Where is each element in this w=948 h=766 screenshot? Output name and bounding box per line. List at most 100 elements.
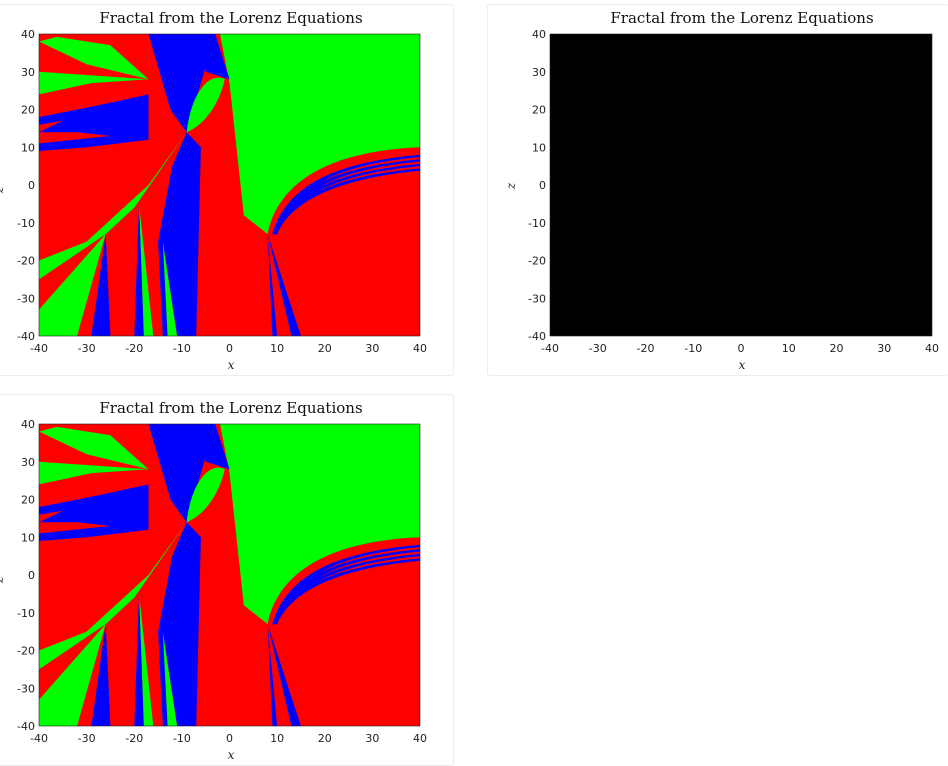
x-tick-label: -40 — [30, 342, 48, 355]
basin-blue-spike — [134, 203, 144, 336]
x-tick-label: -30 — [589, 342, 607, 355]
chart-svg-1: Fractal from the Lorenz Equations -40 -30… — [0, 9, 427, 372]
x-tick-label: 40 — [925, 342, 939, 355]
basin-red-corner — [39, 34, 68, 42]
basin-green-right — [220, 424, 420, 625]
x-tick-label: 10 — [782, 342, 796, 355]
basin-green-diag — [39, 132, 187, 280]
chart-panel-3: Fractal from the Lorenz Equations -40 -30… — [0, 394, 454, 766]
x-axis-label: x — [739, 358, 746, 372]
basin-blue-stripe — [272, 168, 420, 235]
y-tick-label: -20 — [528, 255, 546, 268]
plot-area — [38, 423, 421, 727]
chart-title: Fractal from the Lorenz Equations — [610, 9, 873, 27]
x-tick-label: -20 — [125, 342, 143, 355]
basin-blue-lower — [91, 624, 111, 726]
y-tick-label: 0 — [28, 179, 35, 192]
plot-area — [38, 33, 421, 337]
y-tick-label: -10 — [528, 217, 546, 230]
x-tick-label: -20 — [125, 732, 143, 745]
x-tick-label: -20 — [637, 342, 655, 355]
chart-svg-3: Fractal from the Lorenz Equations -40 -30… — [0, 399, 427, 762]
x-tick-label: 10 — [270, 342, 284, 355]
x-tick-label: 20 — [830, 342, 844, 355]
basin-blue-stripe — [272, 159, 420, 235]
plot-frame — [38, 33, 421, 337]
y-tick-label: 40 — [21, 418, 35, 431]
x-tick-labels: -40 -30 -20 -10 0 10 20 30 40 — [541, 342, 939, 355]
heatmap-fill — [550, 34, 932, 336]
basin-green-spike2 — [162, 241, 178, 336]
basin-green-topleft — [39, 424, 149, 470]
y-tick-label: 10 — [21, 141, 35, 154]
basin-blue-upper — [200, 424, 230, 470]
y-tick-label: -20 — [17, 255, 35, 268]
x-tick-label: 20 — [318, 732, 332, 745]
basin-green-lower — [39, 624, 106, 726]
x-tick-label: 30 — [365, 342, 379, 355]
basin-red-wedge — [267, 234, 292, 336]
basin-green-topleft — [39, 34, 149, 80]
basin-blue-stripe — [272, 558, 420, 625]
x-tick-label: 20 — [318, 342, 332, 355]
x-tick-labels: -40 -30 -20 -10 0 10 20 30 40 — [30, 342, 427, 355]
y-tick-label: 20 — [21, 494, 35, 507]
x-tick-label: 0 — [226, 732, 233, 745]
y-axis-label: z — [0, 576, 6, 584]
basin-blue-stripe — [272, 553, 420, 625]
plot-frame — [38, 423, 421, 727]
y-tick-label: 0 — [539, 179, 546, 192]
basin-blue-upper — [200, 34, 230, 80]
plot-frame — [549, 33, 933, 337]
y-axis-label: z — [504, 182, 518, 190]
basin-blue-lower — [91, 234, 111, 336]
y-tick-label: 30 — [21, 456, 35, 469]
x-tick-label: -30 — [78, 732, 96, 745]
basin-green-spike — [139, 203, 154, 336]
chart-title: Fractal from the Lorenz Equations — [99, 399, 362, 417]
y-tick-label: -30 — [17, 682, 35, 695]
y-tick-label: -30 — [17, 292, 35, 305]
y-tick-labels: 40 30 20 10 0 -10 -20 -30 -40 — [17, 418, 35, 733]
basin-green-spike — [139, 593, 154, 726]
y-tick-label: -10 — [17, 217, 35, 230]
x-tick-label: -10 — [684, 342, 702, 355]
chart-title: Fractal from the Lorenz Equations — [99, 9, 362, 27]
basin-green-band — [39, 461, 149, 485]
basin-green-lower — [39, 234, 106, 336]
basin-blue-top — [148, 34, 216, 133]
chart-panel-1: Fractal from the Lorenz Equations -40 -30… — [0, 4, 454, 376]
chart-svg-2: Fractal from the Lorenz Equations -40 -30… — [504, 9, 939, 372]
x-tick-label: -40 — [30, 732, 48, 745]
basin-blue-top — [148, 424, 216, 523]
x-tick-label: 30 — [877, 342, 891, 355]
x-tick-label: -10 — [173, 342, 191, 355]
x-tick-label: 40 — [413, 732, 427, 745]
y-tick-label: 20 — [532, 104, 546, 117]
chart-panel-2: Fractal from the Lorenz Equations -40 -30… — [487, 4, 948, 376]
basin-blue-stripe — [272, 549, 420, 625]
basin-green-lens — [186, 77, 225, 133]
y-tick-label: 40 — [532, 28, 546, 41]
y-tick-label: 20 — [21, 104, 35, 117]
y-tick-label: -10 — [17, 607, 35, 620]
basin-red-wedge — [267, 624, 292, 726]
y-tick-label: 30 — [532, 66, 546, 79]
x-axis-label: x — [228, 748, 235, 762]
basin-green-right — [220, 34, 420, 235]
x-axis-label: x — [228, 358, 235, 372]
basin-red-corner — [39, 424, 68, 432]
y-axis-label: z — [0, 186, 6, 194]
x-tick-label: 10 — [270, 732, 284, 745]
y-tick-labels: 40 30 20 10 0 -10 -20 -30 -40 — [528, 28, 546, 343]
y-tick-label: 10 — [532, 141, 546, 154]
x-tick-labels: -40 -30 -20 -10 0 10 20 30 40 — [30, 732, 427, 745]
basin-blue-spike — [134, 593, 144, 726]
plot-area — [549, 33, 933, 337]
basin-blue-stripe — [272, 163, 420, 235]
x-tick-label: 40 — [413, 342, 427, 355]
x-tick-label: 30 — [365, 732, 379, 745]
basin-red-tongue2 — [39, 522, 111, 534]
basin-red-tongue2 — [39, 132, 111, 144]
y-tick-label: 30 — [21, 66, 35, 79]
